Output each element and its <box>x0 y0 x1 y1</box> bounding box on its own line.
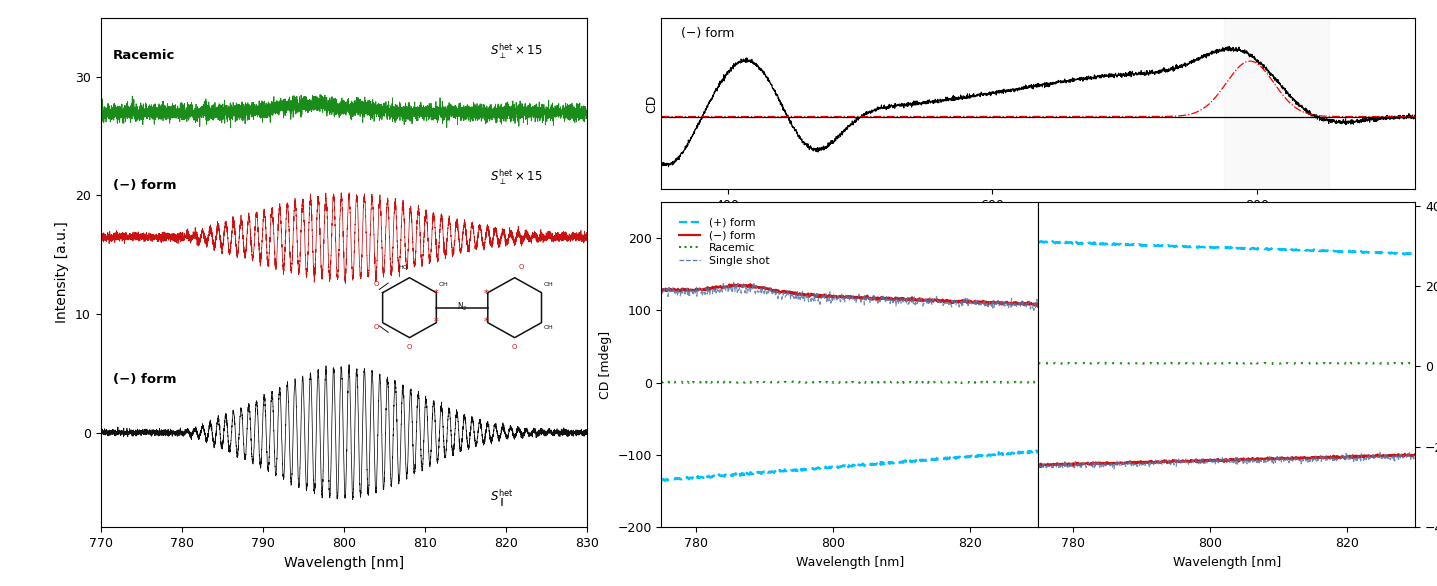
Y-axis label: CD [mdeg]: CD [mdeg] <box>599 331 612 398</box>
Bar <box>1224 18 1329 189</box>
Text: (−) form: (−) form <box>681 28 734 40</box>
X-axis label: Wavelength [nm]: Wavelength [nm] <box>796 556 904 568</box>
Text: $S_{\parallel}^{\rm het}$: $S_{\parallel}^{\rm het}$ <box>490 488 513 509</box>
Y-axis label: Intensity [a.u.]: Intensity [a.u.] <box>56 222 69 323</box>
Text: (−) form: (−) form <box>112 373 177 386</box>
X-axis label: Wavelength [nm]: Wavelength [nm] <box>283 556 404 570</box>
Legend: (+) form, (−) form, Racemic, Single shot: (+) form, (−) form, Racemic, Single shot <box>674 213 775 270</box>
Text: $S_{\perp}^{\rm het}\times15$: $S_{\perp}^{\rm het}\times15$ <box>490 42 542 61</box>
Text: Racemic: Racemic <box>112 49 175 62</box>
Y-axis label: CD: CD <box>645 94 658 113</box>
Text: (−) form: (−) form <box>112 179 177 192</box>
X-axis label: Wavelength [nm]: Wavelength [nm] <box>1173 556 1280 568</box>
Text: $S_{\perp}^{\rm het}\times15$: $S_{\perp}^{\rm het}\times15$ <box>490 167 542 187</box>
